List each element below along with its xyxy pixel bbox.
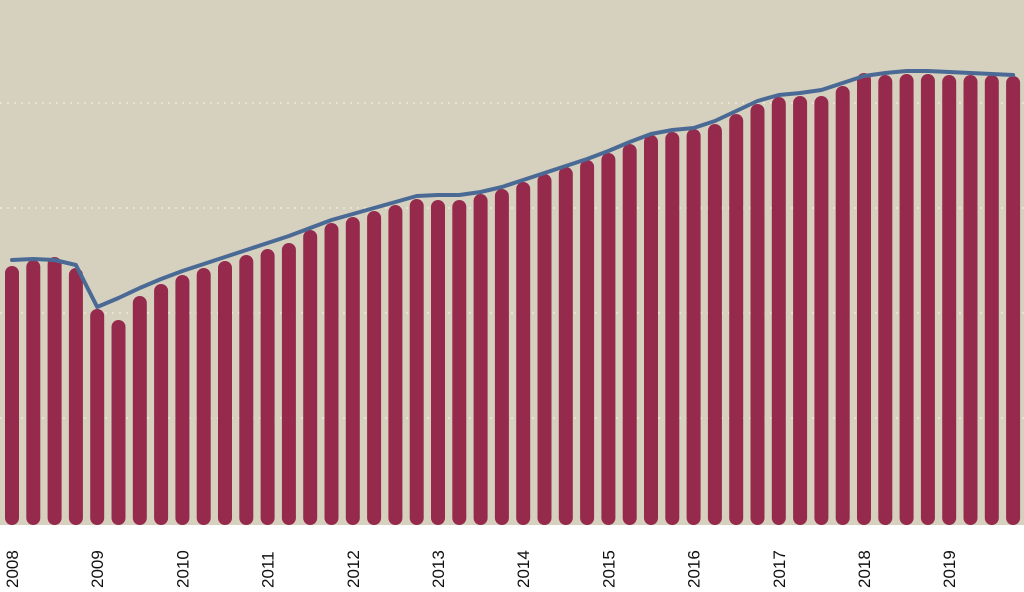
bar [750,104,765,525]
bar [814,96,829,525]
bar [771,97,786,525]
bar [899,74,914,525]
line-path [10,69,1016,309]
bar [707,124,722,525]
bar [303,230,318,525]
bar [388,205,403,525]
gridlines [0,102,1024,419]
bar [494,189,509,525]
bar [111,320,126,525]
bar [601,153,616,525]
bar [729,114,744,525]
bar [793,96,808,525]
x-tick-label: 2017 [770,550,789,588]
bar [281,243,296,525]
bar [984,75,999,525]
x-tick-label: 2009 [88,550,107,588]
bar [835,86,850,525]
bar [90,309,105,525]
bar [1006,76,1021,525]
bars [5,73,1021,525]
bar [260,249,275,525]
bar [558,167,573,525]
x-tick-label: 2016 [685,550,704,588]
bar [473,194,488,525]
bar [857,73,871,525]
bar [196,268,211,525]
bar [154,284,169,525]
bar [644,135,658,525]
x-tick-label: 2019 [940,550,959,588]
bar [537,174,552,525]
bar [516,182,531,525]
x-tick-label: 2008 [3,550,22,588]
bar [963,75,978,525]
bar [132,296,147,525]
bar [580,160,595,525]
x-tick-label: 2010 [173,550,192,588]
bar [218,261,232,525]
bar [47,257,62,525]
x-tick-label: 2015 [599,550,618,588]
bar [26,260,41,525]
bar [175,275,190,525]
bar [942,75,957,525]
plot-background [0,0,1024,525]
x-axis-ticks: 2008 2009 2010 2011 2012 2013 2014 2015 2016 2017… [3,550,959,588]
x-tick-label: 2014 [514,550,533,588]
bar [239,255,254,525]
bar [622,144,637,525]
bar [324,223,339,525]
bar [920,74,935,525]
x-tick-label: 2013 [429,550,448,588]
bar [686,129,701,525]
bar [345,217,360,525]
bar [452,200,467,525]
line-series [10,69,1016,309]
bar [878,75,893,525]
bar [68,268,83,525]
bar [367,211,382,525]
bar [665,132,680,525]
x-tick-label: 2018 [855,550,874,588]
bar [431,200,445,525]
bar [5,266,19,525]
x-tick-label: 2011 [259,551,278,588]
x-tick-label: 2012 [344,550,363,588]
bar [409,199,424,525]
